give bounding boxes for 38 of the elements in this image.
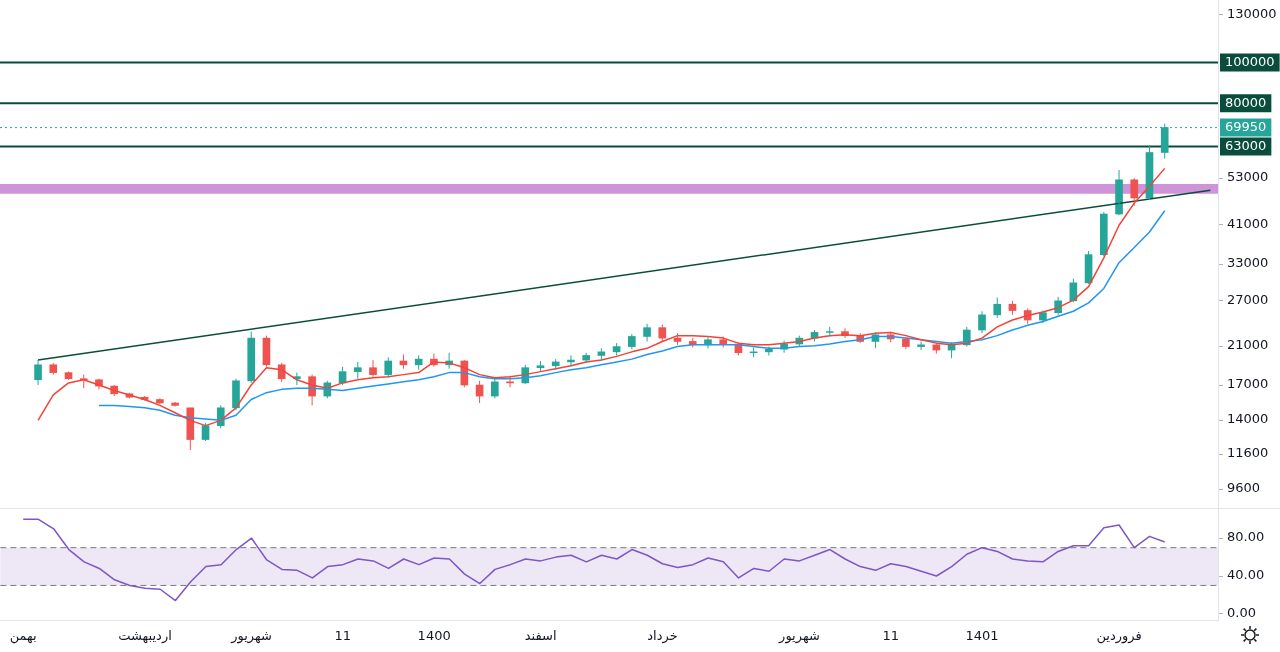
ref-line-label: 69950 [1225,118,1267,134]
x-tick-label: 11 [882,627,900,643]
x-tick-label: بهمن [9,627,37,644]
y-tick-label: 21000 [1227,337,1269,353]
candlestick [247,331,256,384]
y-tick-label: 33000 [1227,255,1269,271]
x-tick-label: خرداد [647,627,678,644]
x-tick-label: اسفند [524,627,557,643]
candlestick [658,324,667,342]
ref-line-label: 100000 [1225,53,1275,69]
y-tick-label: 53000 [1227,168,1269,184]
candlestick [628,333,636,350]
ref-line-label: 63000 [1225,138,1267,153]
candlestick [1130,177,1139,207]
y-tick-label: 17000 [1227,375,1269,391]
candlestick [993,296,1002,319]
candlestick [384,356,393,379]
y-tick-label: 130000 [1227,5,1277,21]
x-tick-label: اردیبهشت [118,627,172,644]
candlestick [536,360,545,373]
candlestick [49,362,58,376]
candlestick [825,326,834,337]
x-tick-label: 11 [334,627,352,643]
candlestick [353,361,362,380]
x-tick-label: شهریور [778,627,820,644]
x-tick-label: فروردین [1096,627,1142,644]
y-tick-label: 40.00 [1227,566,1265,582]
x-tick-label: شهریور [230,627,272,644]
x-tick-label: 1400 [417,627,451,643]
y-tick-label: 14000 [1227,411,1269,427]
y-tick-label: 80.00 [1227,529,1265,545]
y-tick-label: 41000 [1227,215,1269,231]
y-tick-label: 27000 [1227,291,1269,307]
y-tick-label: 11600 [1227,445,1269,461]
y-tick-label: 9600 [1227,479,1261,495]
ref-line-label: 80000 [1225,94,1267,110]
y-tick-label: 0.00 [1227,604,1256,620]
x-tick-label: 1401 [965,627,999,643]
